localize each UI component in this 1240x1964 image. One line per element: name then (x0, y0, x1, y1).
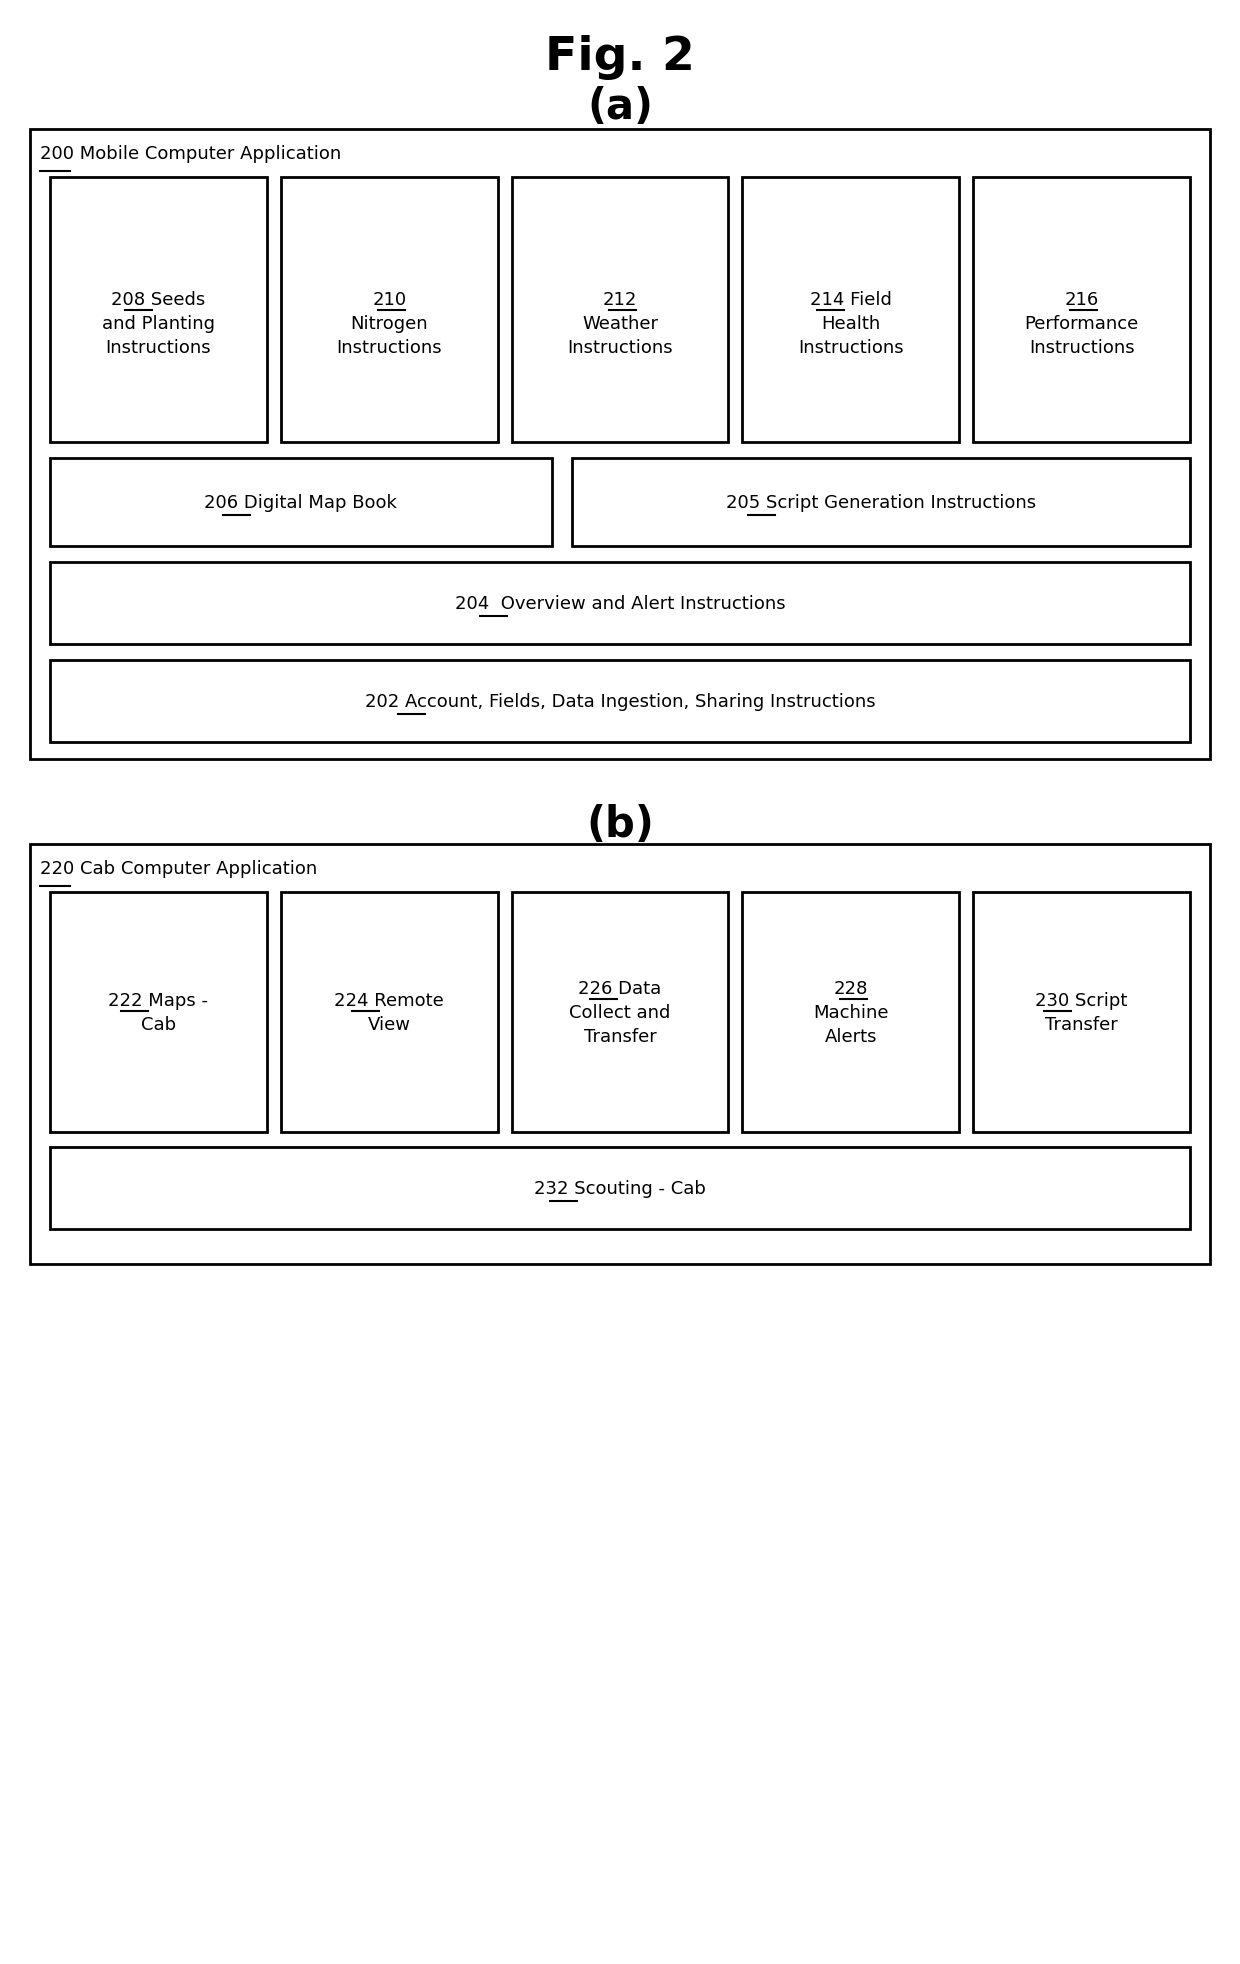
Text: 214 Field: 214 Field (810, 291, 892, 308)
Text: 216: 216 (1064, 291, 1099, 308)
Bar (50, 460, 552, 546)
Text: 230 Script: 230 Script (1035, 992, 1128, 1009)
Text: Cab: Cab (141, 1015, 176, 1033)
Text: Nitrogen: Nitrogen (351, 314, 428, 332)
Bar (280, 892, 497, 1133)
Bar (973, 892, 1190, 1133)
Bar (50, 179, 267, 442)
Text: Instructions: Instructions (1029, 338, 1135, 357)
Text: Collect and: Collect and (569, 1004, 671, 1021)
Text: 208 Seeds: 208 Seeds (112, 291, 206, 308)
Bar (30, 845, 1210, 1265)
Text: Transfer: Transfer (1045, 1015, 1118, 1033)
Text: Fig. 2: Fig. 2 (546, 35, 694, 79)
Text: 222 Maps -: 222 Maps - (108, 992, 208, 1009)
Text: and Planting: and Planting (102, 314, 215, 332)
Text: Instructions: Instructions (799, 338, 904, 357)
Text: View: View (368, 1015, 410, 1033)
Bar (512, 179, 728, 442)
Text: (a): (a) (587, 86, 653, 128)
Text: Alerts: Alerts (825, 1027, 877, 1045)
Bar (280, 179, 497, 442)
Text: 228: 228 (833, 980, 868, 998)
Bar (743, 892, 960, 1133)
Text: Machine: Machine (813, 1004, 889, 1021)
Bar (50, 892, 267, 1133)
Text: (b): (b) (587, 803, 653, 846)
Text: Instructions: Instructions (336, 338, 441, 357)
Bar (572, 460, 1190, 546)
Text: Weather: Weather (582, 314, 658, 332)
Text: 210: 210 (372, 291, 407, 308)
Bar (743, 179, 960, 442)
Text: Instructions: Instructions (567, 338, 673, 357)
Text: Transfer: Transfer (584, 1027, 656, 1045)
Text: 232 Scouting - Cab: 232 Scouting - Cab (534, 1180, 706, 1198)
Text: 220 Cab Computer Application: 220 Cab Computer Application (40, 860, 317, 878)
Bar (512, 892, 728, 1133)
Bar (50, 1147, 1190, 1229)
Bar (50, 564, 1190, 644)
Text: 205 Script Generation Instructions: 205 Script Generation Instructions (725, 493, 1035, 513)
Text: 202 Account, Fields, Data Ingestion, Sharing Instructions: 202 Account, Fields, Data Ingestion, Sha… (365, 693, 875, 711)
Bar (50, 660, 1190, 742)
Text: Instructions: Instructions (105, 338, 211, 357)
Bar (973, 179, 1190, 442)
Text: 224 Remote: 224 Remote (335, 992, 444, 1009)
Text: Performance: Performance (1024, 314, 1138, 332)
Bar (30, 130, 1210, 760)
Text: 206 Digital Map Book: 206 Digital Map Book (205, 493, 397, 513)
Text: 212: 212 (603, 291, 637, 308)
Text: 204  Overview and Alert Instructions: 204 Overview and Alert Instructions (455, 595, 785, 613)
Text: 200 Mobile Computer Application: 200 Mobile Computer Application (40, 145, 341, 163)
Text: 226 Data: 226 Data (578, 980, 662, 998)
Text: Health: Health (821, 314, 880, 332)
